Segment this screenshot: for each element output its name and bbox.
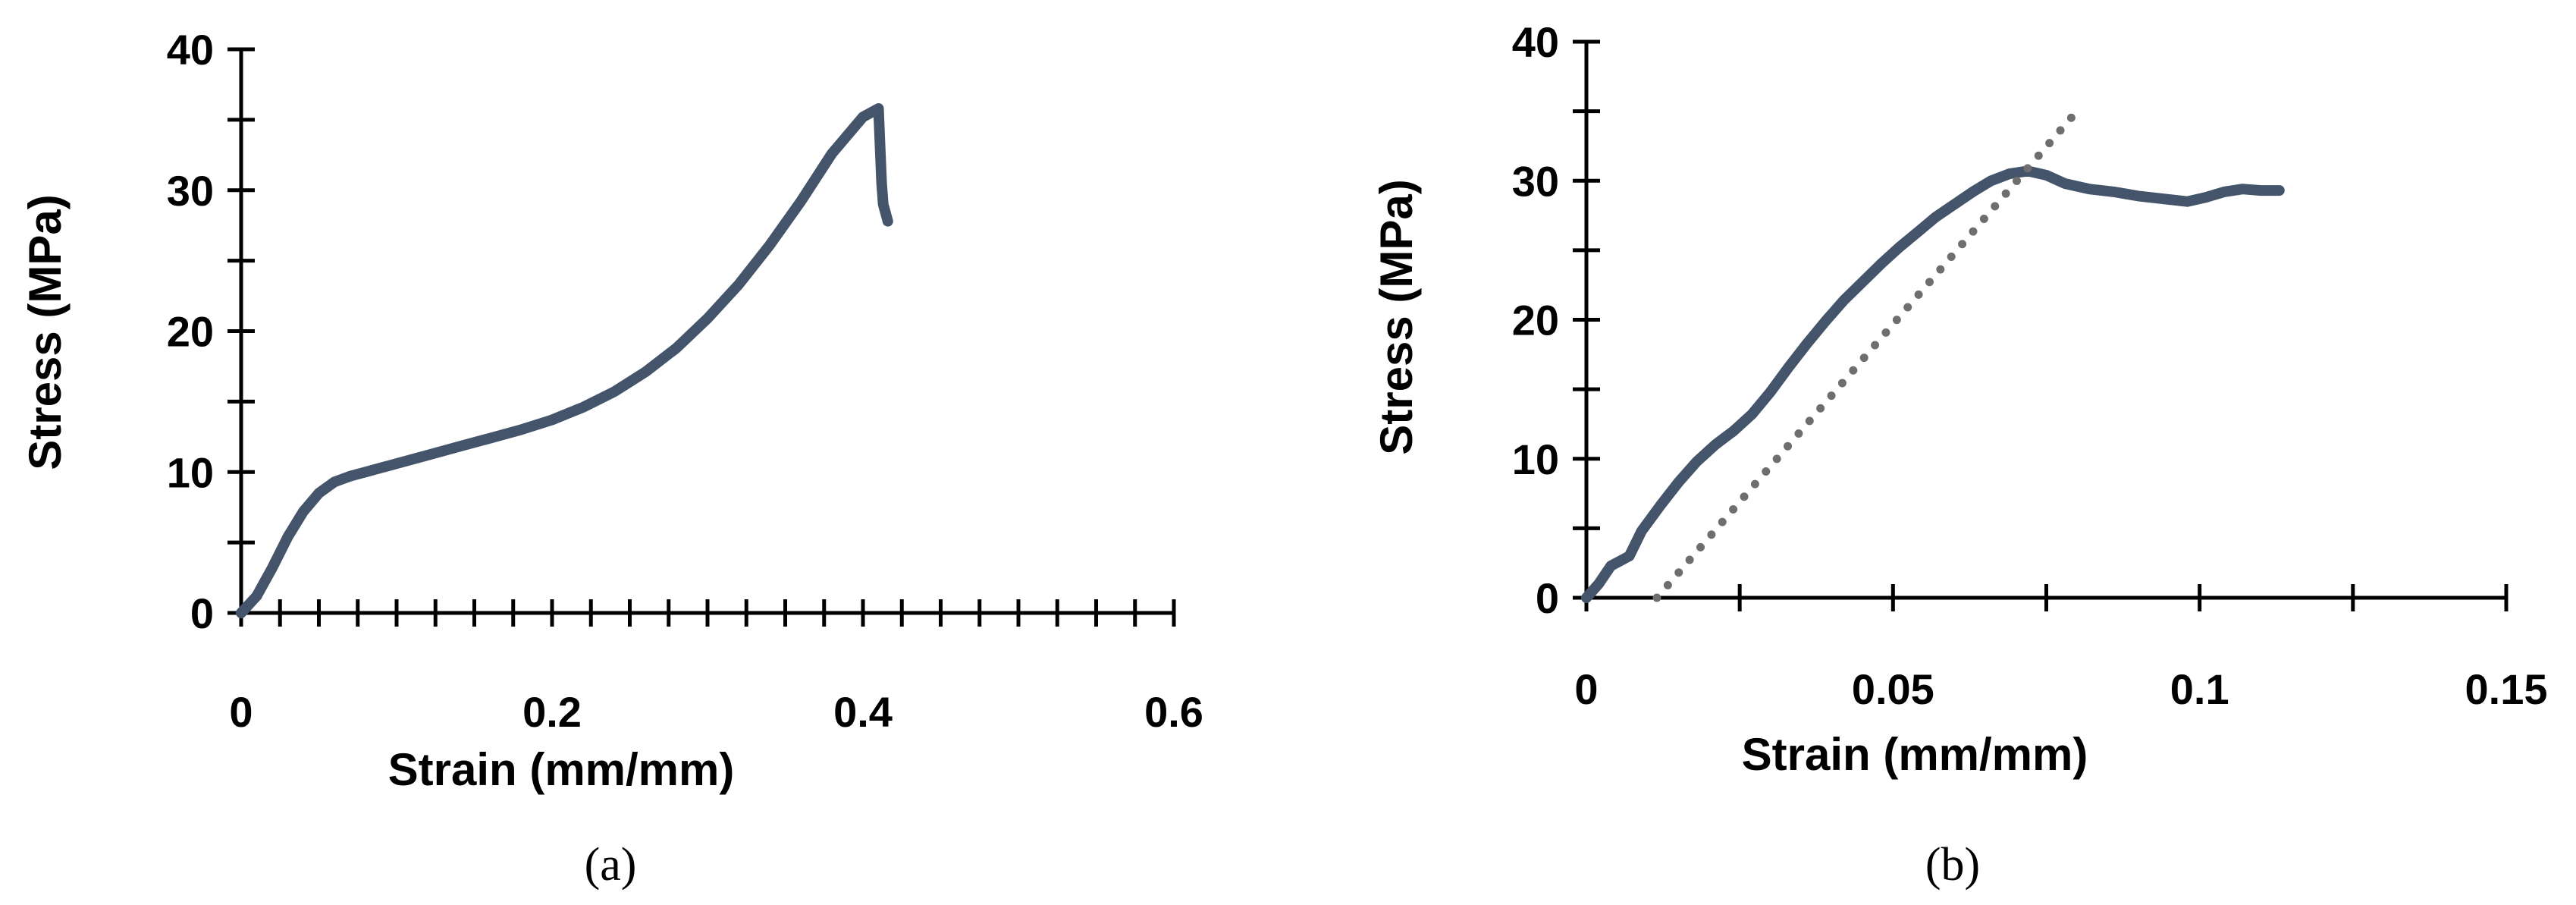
chart-a-x-tick-label: 0 [229, 688, 253, 736]
chart-b-x-tick-label: 0.05 [1852, 665, 1934, 713]
chart-b-y-axis-label: Stress (MPa) [1371, 179, 1422, 454]
chart-b-series-stress-strain [1581, 165, 2285, 603]
chart-a-x-axis-label: Strain (mm/mm) [388, 744, 735, 795]
chart-a-series-stress-strain [236, 103, 893, 618]
chart-a-y-tick-label: 10 [167, 448, 214, 496]
chart-b-series-linear-fit [1652, 107, 2082, 602]
chart-b-ticks: 0 0.05 0.1 0.15 0 10 20 30 40 [1512, 18, 2548, 713]
chart-b-axes [1584, 42, 2506, 600]
chart-b-series [1581, 107, 2285, 603]
chart-a: 0 0.2 0.4 0.6 0 10 20 30 40 Strain (mm/mm) Stres… [20, 26, 1203, 891]
chart-a-y-axis-label: Stress (MPa) [20, 194, 71, 470]
chart-b-x-tick-label: 0.1 [2170, 665, 2229, 713]
chart-b-x-tick-label: 0 [1574, 665, 1598, 713]
chart-a-x-tick-label: 0.2 [522, 688, 582, 736]
chart-a-x-tick-label: 0.6 [1144, 688, 1203, 736]
chart-b-y-tick-label: 30 [1512, 157, 1559, 205]
chart-a-y-tick-label: 30 [167, 167, 214, 215]
chart-a-panel-label: (a) [585, 839, 637, 891]
chart-b-x-axis-label: Strain (mm/mm) [1742, 729, 2088, 780]
chart-b-x-tick-label: 0.15 [2465, 665, 2548, 713]
chart-b-panel-label: (b) [1925, 839, 1980, 891]
chart-b-y-tick-label: 20 [1512, 297, 1559, 344]
chart-a-y-tick-label: 0 [190, 589, 214, 637]
chart-b-y-tick-label: 0 [1536, 574, 1559, 622]
chart-b-y-tick-label: 10 [1512, 435, 1559, 483]
chart-a-series [236, 103, 893, 618]
chart-a-y-tick-label: 20 [167, 308, 214, 356]
chart-b: 0 0.05 0.1 0.15 0 10 20 30 40 Strain (mm/mm) Str… [1371, 18, 2548, 891]
chart-a-ticks: 0 0.2 0.4 0.6 0 10 20 30 40 [167, 26, 1203, 736]
chart-a-axes [239, 49, 1174, 615]
chart-a-x-tick-label: 0.4 [833, 688, 893, 736]
chart-a-y-tick-label: 40 [167, 26, 214, 74]
chart-b-y-tick-label: 40 [1512, 18, 1559, 66]
